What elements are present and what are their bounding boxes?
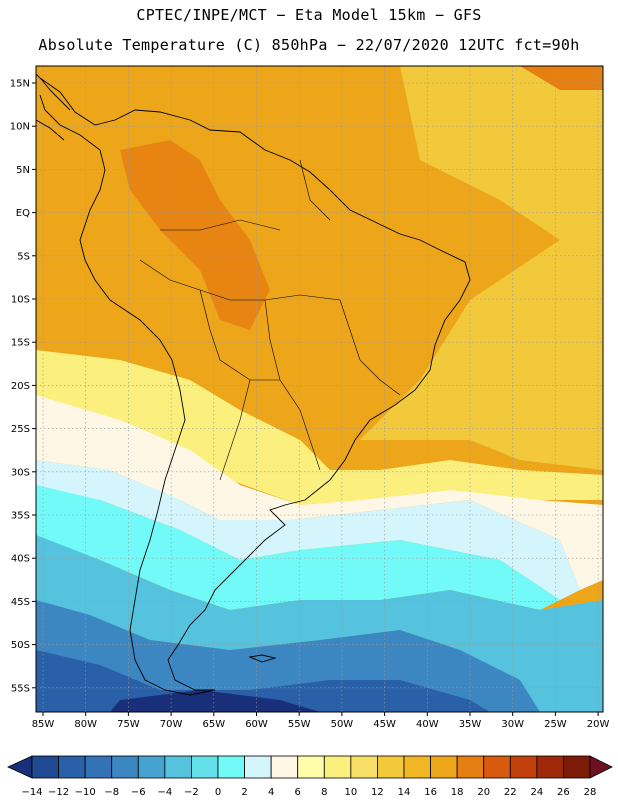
- lat-label: 30S: [11, 467, 30, 478]
- lon-label: 85W: [32, 719, 55, 730]
- colorbar: −14 −12 −10 −8 −6 −4 −2 0 2 4 6 8 10 12 14 16 18 20 22 24 26…: [7, 755, 613, 798]
- lat-label: 10S: [11, 295, 30, 306]
- central-america-outline: [35, 73, 71, 141]
- colorbar-label: 8: [321, 787, 327, 798]
- colorbar-label: −8: [104, 787, 119, 798]
- colorbar-label: 16: [424, 787, 437, 798]
- lon-label: 45W: [373, 719, 396, 730]
- colorbar-label: 18: [451, 787, 464, 798]
- colorbar-label: 14: [398, 787, 411, 798]
- colorbar-swatch: [350, 755, 378, 779]
- colorbar-swatch: [536, 755, 564, 779]
- colorbar-label: 2: [241, 787, 247, 798]
- temperature-field: [36, 66, 603, 712]
- colorbar-label: −6: [131, 787, 146, 798]
- colorbar-swatch: [164, 755, 192, 779]
- grid-lines: [36, 66, 603, 712]
- coastline: [35, 73, 471, 696]
- malvinas-islands: [248, 654, 277, 663]
- colorbar-arrow-right: [589, 755, 613, 779]
- colorbar-swatch: [84, 755, 113, 779]
- colorbar-label: −2: [184, 787, 199, 798]
- colorbar-label: 22: [504, 787, 517, 798]
- lat-label: 40S: [11, 554, 30, 565]
- lon-label: 50W: [331, 719, 354, 730]
- colorbar-swatch: [244, 755, 272, 779]
- lon-label: 65W: [202, 719, 225, 730]
- colorbar-label: 10: [344, 787, 357, 798]
- lat-label: 15S: [11, 338, 30, 349]
- colorbar-label: 20: [477, 787, 490, 798]
- colorbar-label: −14: [21, 787, 42, 798]
- colorbar-swatch: [403, 755, 431, 779]
- colorbar-swatch: [377, 755, 405, 779]
- country-borders: [139, 159, 401, 481]
- colorbar-swatch: [111, 755, 139, 779]
- colorbar-arrow-left: [7, 755, 33, 779]
- colorbar-swatch: [270, 755, 299, 779]
- colorbar-label: 26: [557, 787, 570, 798]
- lat-label: EQ: [16, 208, 30, 219]
- field-10-12: [36, 350, 603, 505]
- lon-label: 25W: [544, 719, 567, 730]
- colorbar-swatch: [58, 755, 86, 779]
- field-4-6: [36, 460, 580, 600]
- colorbar-label: 0: [215, 787, 221, 798]
- lon-label: 20W: [587, 719, 610, 730]
- colorbar-label: 28: [584, 787, 597, 798]
- colorbar-swatch: [217, 755, 245, 779]
- colorbar-label: −10: [75, 787, 96, 798]
- lat-label: 50S: [11, 640, 30, 651]
- lat-label: 45S: [11, 597, 30, 608]
- lon-label: 55W: [288, 719, 311, 730]
- lon-label: 75W: [117, 719, 140, 730]
- colorbar-swatch: [297, 755, 325, 779]
- colorbar-label: −12: [48, 787, 69, 798]
- field-16-18-east: [360, 66, 603, 470]
- lat-label: 20S: [11, 381, 30, 392]
- colorbar-swatch: [456, 755, 485, 779]
- lon-label: 35W: [459, 719, 482, 730]
- latitude-axis: 15N 10N 5N EQ 5S 10S 15S 20S 25S 30S 35S 40S 45S 50S 5…: [10, 79, 36, 694]
- chart-title-line2: Absolute Temperature (C) 850hPa − 22/07/…: [38, 36, 580, 54]
- colorbar-swatch: [563, 755, 591, 779]
- colorbar-swatch: [430, 755, 458, 779]
- field-6-8: [36, 395, 603, 590]
- lon-label: 80W: [74, 719, 97, 730]
- lat-label: 5S: [17, 251, 30, 262]
- lat-label: 10N: [10, 122, 30, 133]
- longitude-axis: 85W 80W 75W 70W 65W 60W 55W 50W 45W 40W 35W 30W 25W 2…: [32, 712, 610, 730]
- colorbar-label: 6: [295, 787, 301, 798]
- field-20-22-ne: [520, 66, 603, 90]
- lat-label: 35S: [11, 511, 30, 522]
- lat-label: 15N: [10, 79, 30, 90]
- map-frame: [35, 65, 604, 713]
- colorbar-swatch: [137, 755, 166, 779]
- colorbar-swatch: [323, 755, 352, 779]
- lon-label: 70W: [160, 719, 183, 730]
- lon-label: 30W: [501, 719, 524, 730]
- colorbar-swatch: [191, 755, 219, 779]
- lon-label: 40W: [416, 719, 439, 730]
- colorbar-label: −4: [157, 787, 172, 798]
- chart-title-line1: CPTEC/INPE/MCT − Eta Model 15km − GFS: [136, 6, 482, 24]
- lat-label: 5N: [16, 165, 30, 176]
- colorbar-swatch: [483, 755, 511, 779]
- lat-label: 55S: [11, 683, 30, 694]
- colorbar-label: 24: [530, 787, 543, 798]
- colorbar-label: 12: [371, 787, 384, 798]
- field-20-22-amazon: [120, 140, 270, 330]
- field-minus12-minus10: [110, 690, 320, 712]
- colorbar-label: 4: [268, 787, 274, 798]
- colorbar-swatch: [31, 755, 59, 779]
- field-2-4: [36, 485, 560, 610]
- colorbar-swatch: [509, 755, 538, 779]
- lon-label: 60W: [245, 719, 268, 730]
- south-america-outline: [39, 77, 471, 696]
- lat-label: 25S: [11, 424, 30, 435]
